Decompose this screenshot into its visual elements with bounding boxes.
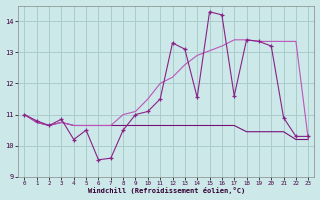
X-axis label: Windchill (Refroidissement éolien,°C): Windchill (Refroidissement éolien,°C) <box>88 187 245 194</box>
